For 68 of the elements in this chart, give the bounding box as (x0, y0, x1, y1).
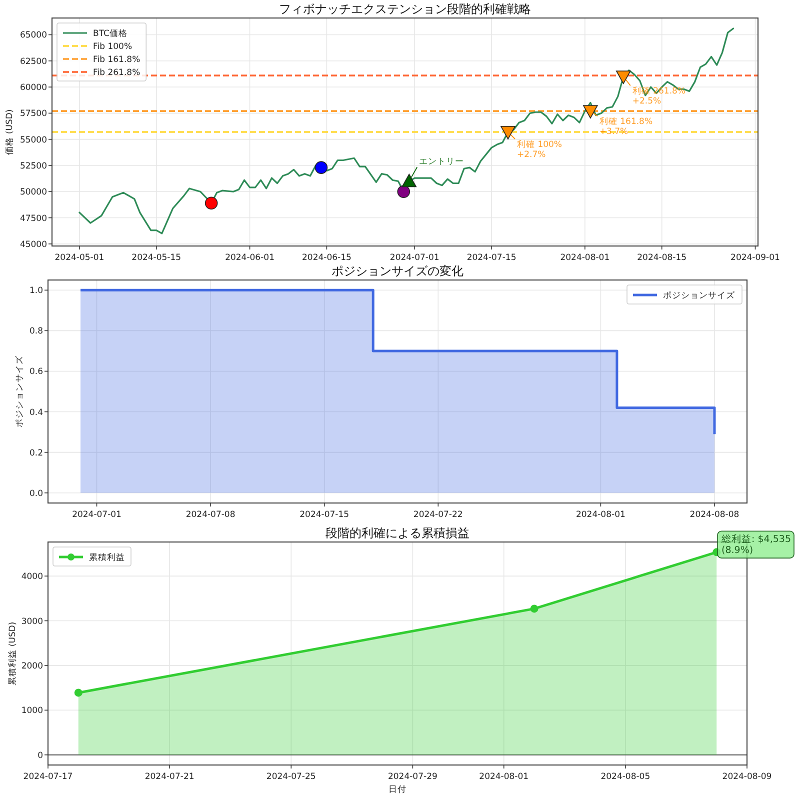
x-tick-label: 2024-08-08 (690, 510, 740, 520)
chart-title: 段階的利確による累積損益 (326, 526, 470, 540)
x-tick-label: 2024-07-21 (144, 772, 194, 782)
point (530, 604, 538, 613)
y-axis-title: 累積利益 (USD) (7, 622, 18, 686)
annotation: 利確 100% +2.7% (517, 139, 562, 160)
x-tick-label: 2024-07-15 (300, 510, 350, 520)
x-tick-label: 2024-08-01 (560, 253, 610, 263)
point (314, 161, 328, 174)
y-tick-label: 0.8 (29, 326, 43, 337)
x-tick-label: 2024-09-01 (730, 253, 780, 263)
y-tick-label: 0 (38, 750, 43, 761)
chart-title: フィボナッチエクステンション段階的利確戦略 (279, 2, 531, 16)
annotation: 総利益: $4,535 (8.9%) (720, 533, 791, 556)
x-axis-title: 日付 (388, 784, 406, 795)
x-tick-label: 2024-05-15 (132, 253, 182, 263)
y-tick-label: 62500 (20, 56, 47, 67)
legend-label: Fib 100% (93, 42, 132, 52)
x-tick-label: 2024-07-29 (388, 772, 438, 782)
ref-line-label: Fib 261.8% (93, 68, 140, 78)
x-tick-label: 2024-08-01 (479, 772, 529, 782)
y-tick-label: 0.4 (29, 408, 43, 418)
y-tick-label: 2000 (21, 661, 43, 672)
line-series (78, 28, 734, 234)
x-tick-label: 2024-06-01 (225, 253, 274, 263)
x-tick-label: 2024-07-15 (466, 253, 516, 263)
annotation: エントリー (419, 157, 464, 168)
x-tick-label: 2024-07-01 (390, 253, 440, 263)
y-tick-label: 0.0 (29, 488, 43, 499)
x-tick-label: 2024-07-22 (413, 510, 463, 520)
y-tick-label: 0.2 (29, 448, 43, 458)
y-tick-label: 60000 (20, 83, 47, 94)
legend-label: BTC価格 (93, 28, 128, 39)
legend-label: Fib 161.8% (93, 55, 140, 65)
y-axis-title: ポジションサイズ (14, 354, 25, 428)
x-tick-label: 2024-06-15 (302, 253, 352, 263)
y-tick-label: 47500 (20, 214, 47, 224)
y-tick-label: 57500 (20, 109, 47, 120)
x-tick-label: 2024-07-01 (72, 510, 122, 520)
y-tick-label: 50000 (20, 188, 47, 198)
point (583, 105, 598, 118)
legend-label: ポジションサイズ (663, 290, 736, 301)
legend-label: 累積利益 (89, 552, 125, 563)
y-tick-label: 4000 (21, 572, 43, 582)
y-tick-label: 55000 (20, 135, 47, 146)
point (74, 688, 82, 697)
point (500, 126, 516, 140)
y-tick-label: 45000 (20, 240, 47, 250)
x-tick-label: 2024-07-25 (266, 772, 316, 782)
point (616, 70, 631, 84)
x-tick-label: 2024-08-05 (600, 772, 650, 782)
y-tick-label: 52500 (20, 161, 47, 172)
y-tick-label: 1.0 (29, 286, 43, 296)
point (402, 174, 417, 188)
y-tick-label: 3000 (21, 616, 43, 627)
point (397, 185, 410, 198)
x-tick-label: 2024-08-15 (637, 253, 687, 263)
x-tick-label: 2024-05-01 (54, 253, 104, 263)
y-tick-label: 65000 (20, 30, 47, 41)
x-tick-label: 2024-07-17 (23, 772, 73, 782)
x-tick-label: 2024-08-09 (722, 772, 772, 782)
x-tick-label: 2024-08-01 (576, 510, 626, 520)
y-tick-label: 1000 (21, 706, 43, 716)
chart-title: ポジションサイズの変化 (332, 264, 464, 278)
y-axis-title: 価格 (USD) (4, 109, 15, 155)
y-tick-label: 0.6 (29, 367, 43, 378)
x-tick-label: 2024-07-08 (186, 510, 236, 520)
point (204, 196, 218, 210)
